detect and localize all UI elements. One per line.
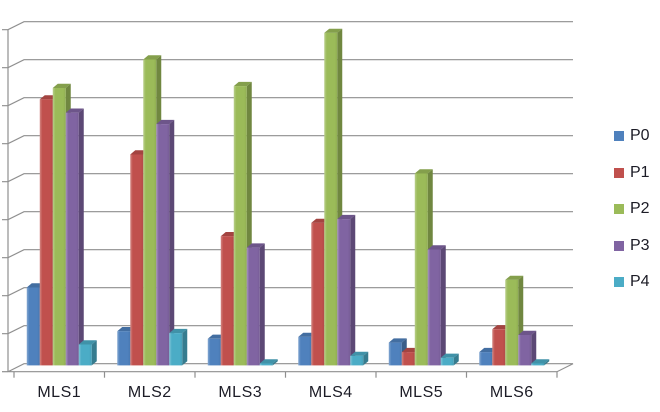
legend-label-p4: P4 <box>630 273 650 291</box>
gridline <box>2 135 573 145</box>
gridline <box>2 59 573 69</box>
category-label-mls2: MLS2 <box>127 384 172 401</box>
legend-marker-p2-icon <box>614 204 624 215</box>
bar-p4-mls4 <box>350 351 369 366</box>
bar-p4-mls5 <box>440 353 459 366</box>
bar-p3-mls5 <box>427 245 446 366</box>
legend-marker-p1-icon <box>614 167 624 178</box>
legend: P0 P1 P2 P3 P4 <box>614 126 650 309</box>
bar-p4-mls3 <box>259 359 278 366</box>
bar-p4-mls2 <box>169 328 188 366</box>
legend-item-p3: P3 <box>614 236 650 256</box>
legend-item-p2: P2 <box>614 199 650 219</box>
bar-p3-mls3 <box>246 243 265 366</box>
legend-label-p2: P2 <box>630 200 650 218</box>
bar-p4-mls1 <box>78 340 97 366</box>
gridline <box>2 211 573 221</box>
legend-marker-p3-icon <box>614 240 624 251</box>
category-label-mls6: MLS6 <box>489 384 534 401</box>
legend-label-p3: P3 <box>630 236 650 254</box>
category-label-mls1: MLS1 <box>37 384 82 401</box>
legend-item-p1: P1 <box>614 163 650 183</box>
legend-item-p0: P0 <box>614 126 650 146</box>
legend-item-p4: P4 <box>614 272 650 292</box>
gridline <box>2 173 573 183</box>
category-label-mls5: MLS5 <box>399 384 444 401</box>
bar-p4-mls6 <box>531 359 550 366</box>
legend-marker-p4-icon <box>614 277 624 288</box>
legend-label-p1: P1 <box>630 163 650 181</box>
gridline <box>2 249 573 259</box>
legend-marker-p0-icon <box>614 131 624 141</box>
gridline <box>2 325 573 335</box>
legend-label-p0: P0 <box>630 127 650 144</box>
bar-p3-mls2 <box>156 119 175 366</box>
gridline <box>2 97 573 107</box>
gridline <box>2 21 573 31</box>
bar-p3-mls4 <box>337 214 356 366</box>
chart-floor <box>7 363 574 373</box>
bar-p3-mls1 <box>65 108 84 366</box>
gridline <box>2 287 573 297</box>
category-label-mls4: MLS4 <box>308 384 353 401</box>
category-label-mls3: MLS3 <box>218 384 263 401</box>
bar-p2-mls6 <box>505 275 524 366</box>
bar-p3-mls6 <box>518 330 537 366</box>
